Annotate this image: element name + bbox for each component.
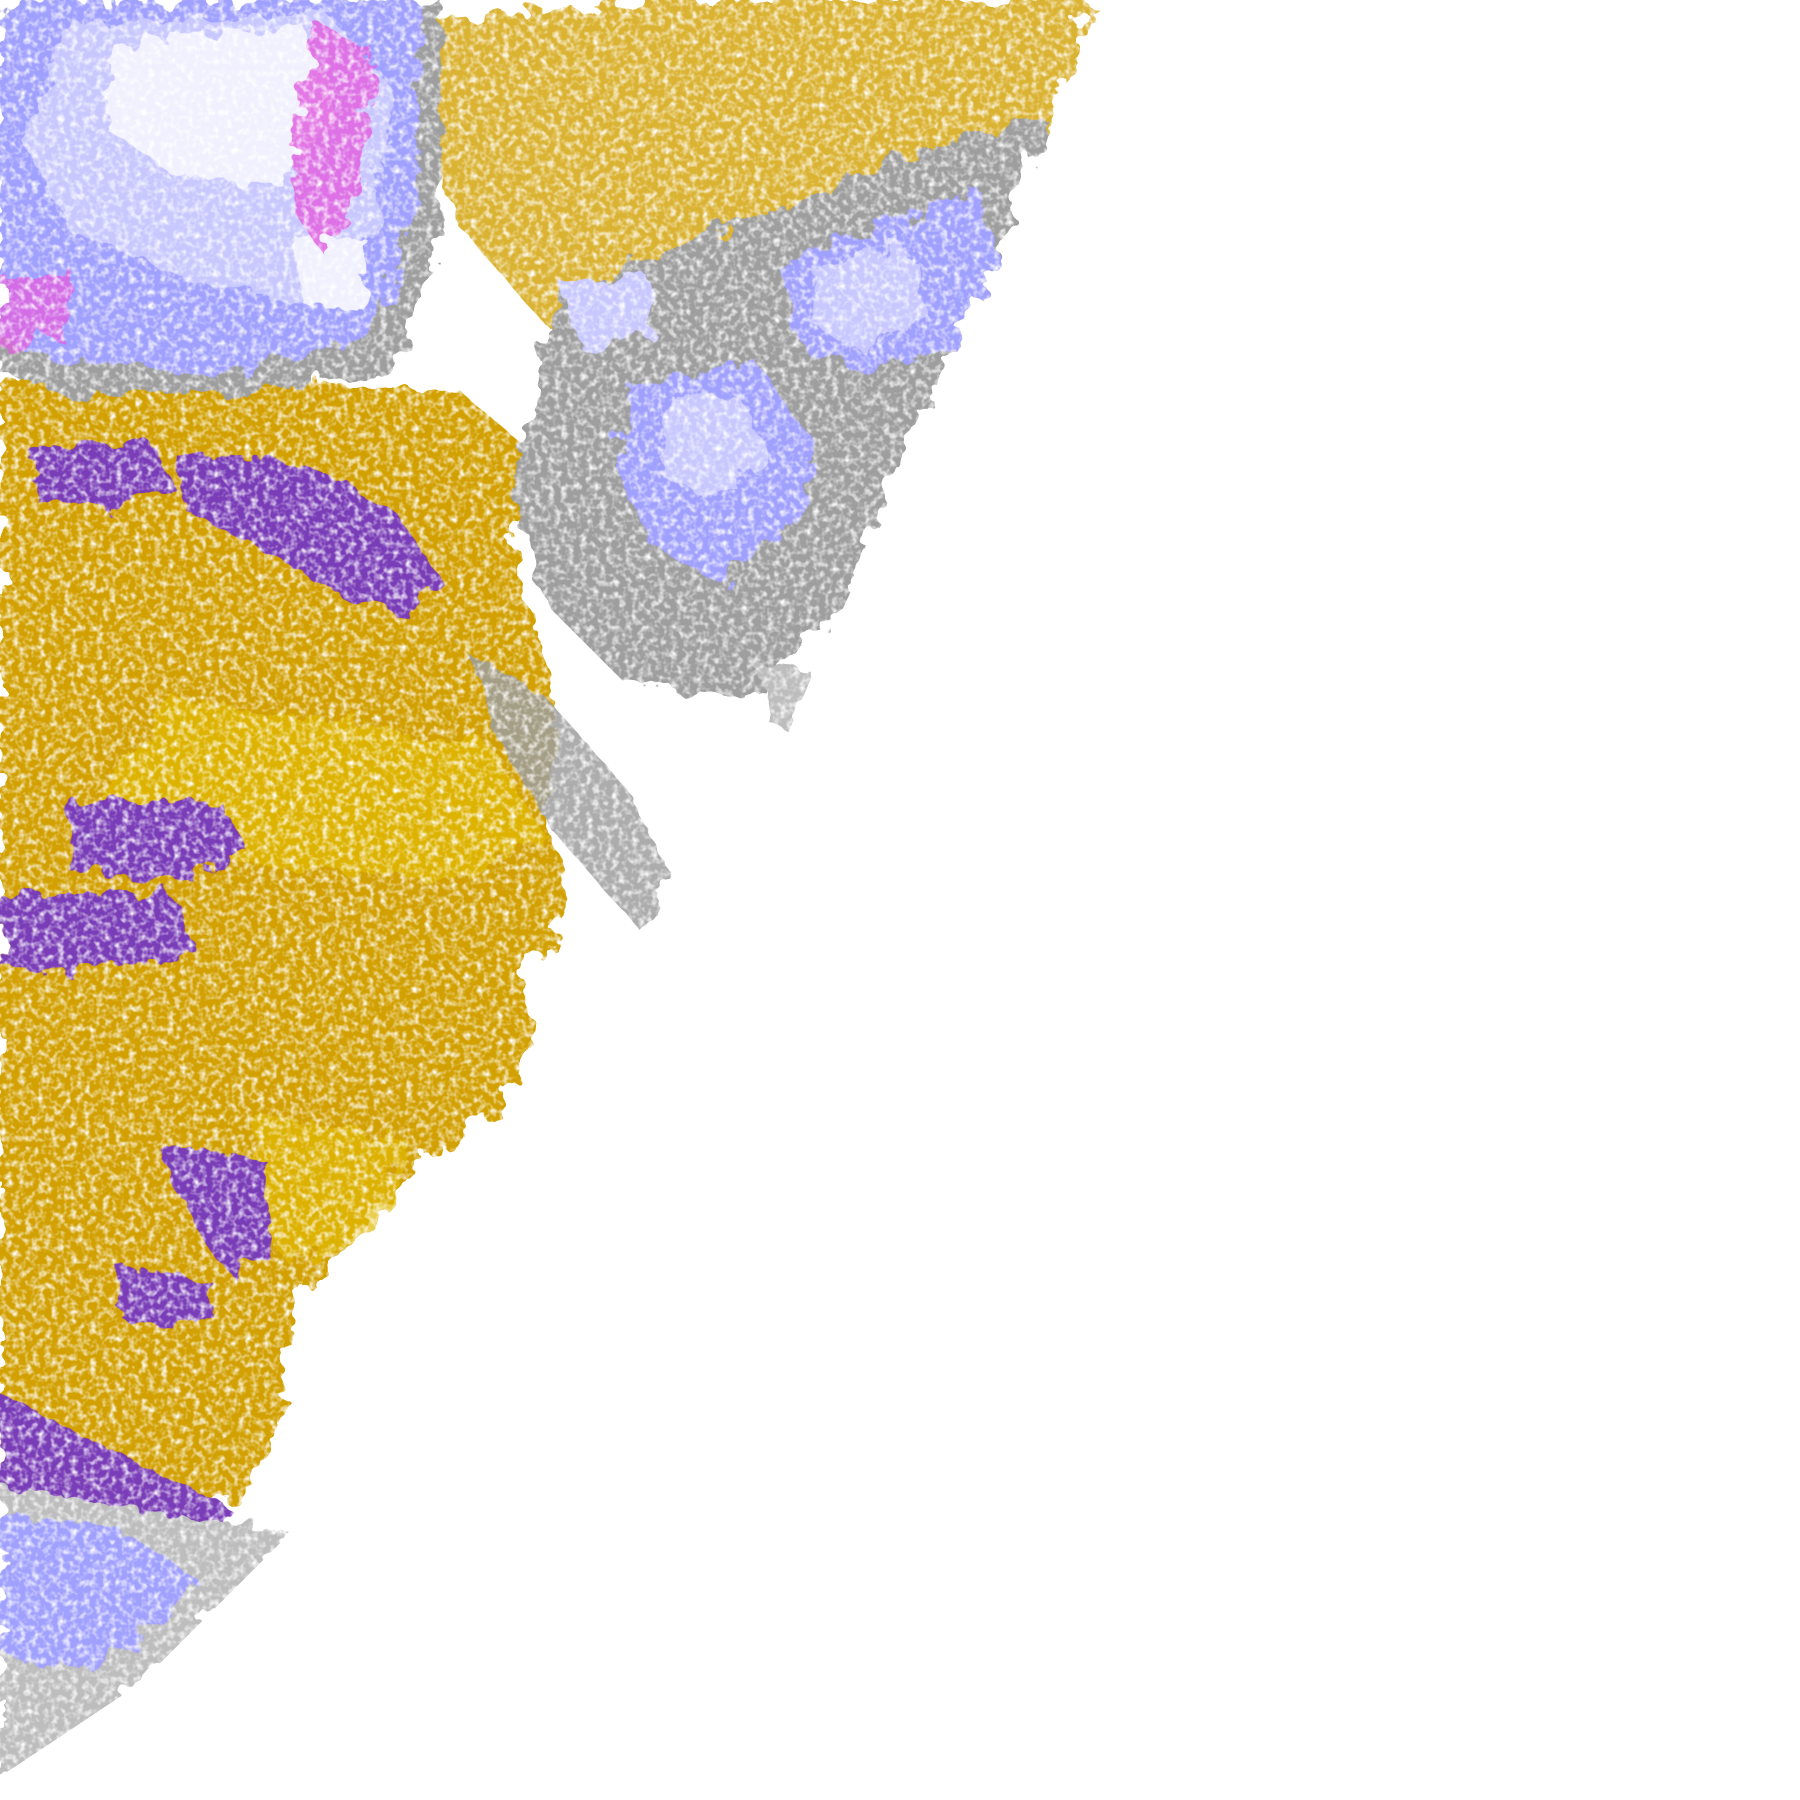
disk-edge-mask — [0, 0, 1800, 1800]
satellite-cloud-map — [0, 0, 1800, 1800]
